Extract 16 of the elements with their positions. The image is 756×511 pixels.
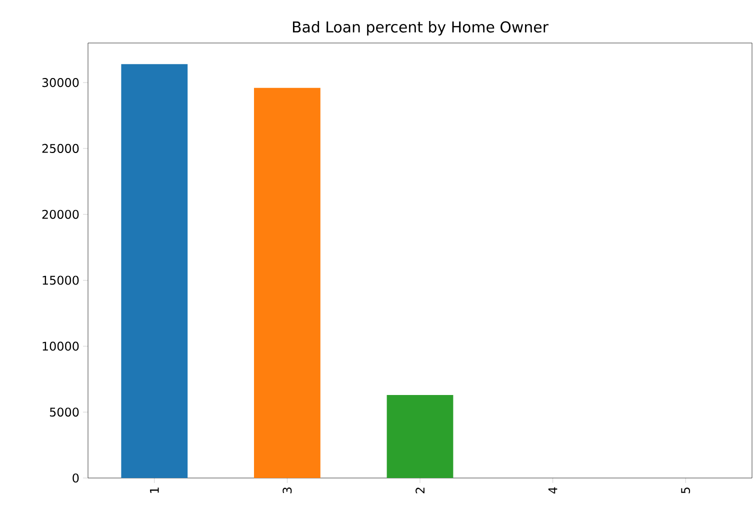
y-tick-label: 30000 [42,78,79,88]
bar [254,88,320,478]
y-tick-label: 20000 [42,210,79,219]
y-tick-label: 5000 [50,408,79,417]
x-tick-label: 4 [548,487,558,494]
x-tick-label: 5 [681,488,690,494]
x-tick-label: 3 [282,487,292,494]
y-tick-label: 15000 [42,276,79,285]
x-tick-label: 1 [150,488,159,493]
x-tick-label: 2 [416,488,424,494]
bar [386,394,454,478]
bar [121,64,188,478]
y-tick-label: 10000 [42,342,79,351]
y-tick-label: 25000 [42,144,79,153]
chart-title: Bad Loan percent by Home Owner [292,21,548,36]
y-tick-label: 0 [72,473,79,483]
